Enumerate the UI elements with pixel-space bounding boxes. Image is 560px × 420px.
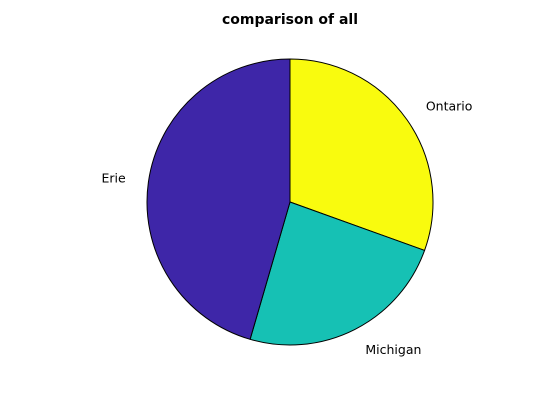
pie-slice-ontario [289,58,434,252]
pie-slice-erie [146,58,291,340]
slice-label-michigan: Michigan [365,342,421,357]
slice-label-ontario: Ontario [426,99,473,114]
slice-label-erie: Erie [101,171,126,186]
chart-title: comparison of all [222,12,358,28]
pie-slice-michigan [249,201,426,346]
